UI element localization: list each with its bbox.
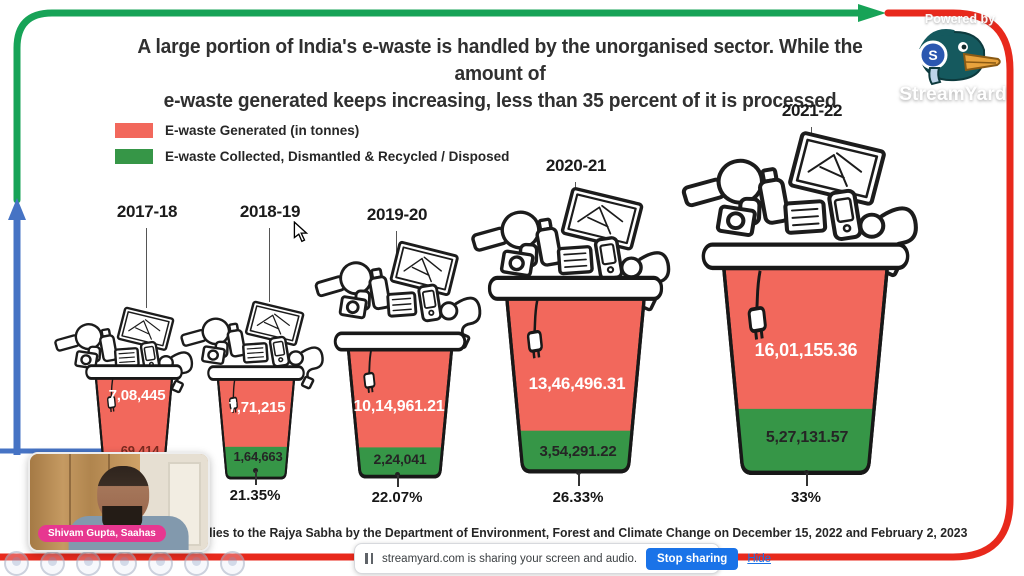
speaker-name-tag: Shivam Gupta, Saahas: [38, 525, 166, 542]
value-generated-2021-22: 16,01,155.36: [754, 340, 858, 360]
slide-title-line1: A large portion of India's e-waste is ha…: [137, 36, 863, 85]
reaction-icon[interactable]: [220, 551, 245, 576]
chart-legend: E-waste Generated (in tonnes) E-waste Co…: [115, 121, 509, 165]
percent-connector-dot: [395, 472, 400, 477]
year-connector-line: [269, 228, 270, 302]
screen-share-icon: [365, 553, 373, 564]
value-collected-2018-19: 1,64,663: [233, 449, 283, 464]
reaction-icon[interactable]: [184, 551, 209, 576]
reaction-icons-row: [4, 551, 245, 576]
blue-arrowhead-icon: [8, 198, 26, 220]
green-arrowhead-icon: [858, 4, 886, 22]
bin-2018-19: [207, 365, 305, 480]
year-label-2021-22: 2021-22: [781, 101, 843, 120]
percent-connector-dot: [253, 468, 258, 473]
percent-connector-dot: [804, 470, 809, 475]
percent-connector-line: [578, 473, 580, 486]
percent-connector-dot: [576, 470, 581, 475]
streamyard-duck-logo-icon: S: [918, 29, 1001, 86]
legend-swatch-green: [115, 148, 153, 164]
streamyard-brand-label: StreamYard: [899, 84, 1007, 105]
legend-item-collected: E-waste Collected, Dismantled & Recycled…: [115, 147, 509, 165]
bin-2019-20: [333, 331, 467, 479]
legend-item-generated: E-waste Generated (in tonnes): [115, 121, 509, 139]
source-footnote: Replies to the Rajya Sabha by the Depart…: [186, 526, 968, 540]
reaction-icon[interactable]: [4, 551, 29, 576]
ewaste-pile-art: [311, 240, 482, 350]
legend-label: E-waste Collected, Dismantled & Recycled…: [165, 148, 510, 164]
bin-2021-22: [701, 242, 910, 483]
screen-share-bar: streamyard.com is sharing your screen an…: [354, 543, 771, 574]
year-connector-line: [396, 231, 397, 255]
percent-2018-19: 21.35%: [229, 487, 281, 504]
value-generated-2018-19: 7,71,215: [228, 399, 286, 416]
value-collected-2021-22: 5,27,131.57: [765, 429, 849, 446]
powered-by-label: Powered by: [924, 12, 996, 26]
percent-connector-line: [806, 473, 808, 486]
bin-2020-21: [487, 275, 664, 480]
year-connector-line: [146, 228, 147, 308]
legend-swatch-red: [115, 122, 153, 138]
value-collected-2020-21: 3,54,291.22: [539, 443, 617, 460]
mouse-cursor-icon: [293, 221, 309, 243]
reaction-icon[interactable]: [148, 551, 173, 576]
reaction-icon[interactable]: [112, 551, 137, 576]
reaction-icon[interactable]: [76, 551, 101, 576]
stop-sharing-button[interactable]: Stop sharing: [646, 547, 739, 570]
value-collected-2019-20: 2,24,041: [373, 451, 427, 467]
year-label-2017-18: 2017-18: [116, 202, 178, 221]
year-label-2020-21: 2020-21: [545, 156, 607, 175]
hide-link[interactable]: Hide: [747, 552, 771, 565]
share-message: streamyard.com is sharing your screen an…: [382, 552, 638, 565]
year-label-2018-19: 2018-19: [239, 202, 301, 221]
value-generated-2017-18: 7,08,445: [108, 387, 166, 404]
year-label-2019-20: 2019-20: [366, 205, 428, 224]
slide-title: A large portion of India's e-waste is ha…: [137, 34, 863, 115]
percent-connector-line: [397, 475, 399, 487]
value-generated-2019-20: 10,14,961.21: [353, 398, 445, 415]
slide-title-line2: e-waste generated keeps increasing, less…: [163, 90, 837, 112]
percent-2021-22: 33%: [790, 489, 822, 506]
percent-2020-21: 26.33%: [552, 489, 604, 506]
percent-connector-line: [255, 471, 257, 485]
svg-text:S: S: [928, 47, 937, 63]
reaction-icon[interactable]: [40, 551, 65, 576]
percent-2019-20: 22.07%: [371, 489, 423, 506]
legend-label: E-waste Generated (in tonnes): [165, 122, 360, 138]
webcam-video-tile: Shivam Gupta, Saahas: [28, 452, 210, 552]
value-generated-2020-21: 13,46,496.31: [528, 374, 626, 393]
